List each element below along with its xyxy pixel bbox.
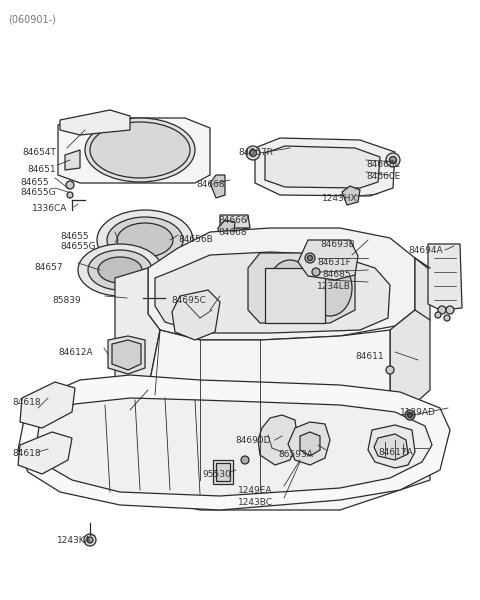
Text: 84685: 84685	[322, 270, 350, 279]
Text: 84655: 84655	[20, 178, 48, 187]
Circle shape	[66, 181, 74, 189]
Text: 84657: 84657	[34, 263, 62, 272]
Text: 1243KA: 1243KA	[57, 536, 92, 545]
Bar	[265, 268, 325, 323]
Polygon shape	[300, 432, 320, 456]
Polygon shape	[60, 330, 430, 510]
Text: 1129AD: 1129AD	[400, 408, 436, 417]
Circle shape	[127, 290, 143, 306]
Polygon shape	[220, 215, 250, 228]
Polygon shape	[265, 146, 380, 188]
Ellipse shape	[97, 210, 193, 270]
Circle shape	[405, 410, 415, 420]
Text: 84656B: 84656B	[178, 235, 213, 244]
Text: 1249EA: 1249EA	[238, 486, 273, 495]
Ellipse shape	[268, 260, 312, 316]
Text: 84612A: 84612A	[58, 348, 93, 357]
Circle shape	[67, 192, 73, 198]
Ellipse shape	[308, 260, 352, 316]
Text: 84666: 84666	[218, 216, 247, 225]
Circle shape	[131, 294, 139, 302]
Circle shape	[438, 306, 446, 314]
Circle shape	[84, 534, 96, 546]
Polygon shape	[112, 340, 141, 370]
Polygon shape	[18, 432, 72, 474]
Text: 84617A: 84617A	[378, 448, 413, 457]
Polygon shape	[210, 175, 225, 198]
Text: 84655G: 84655G	[60, 242, 96, 251]
Text: 84654T: 84654T	[22, 148, 56, 157]
Circle shape	[446, 306, 454, 314]
Polygon shape	[288, 422, 330, 465]
Text: 84660E: 84660E	[366, 172, 400, 181]
Text: 84667R: 84667R	[238, 148, 273, 157]
Polygon shape	[115, 268, 160, 410]
Ellipse shape	[88, 250, 152, 290]
Text: 84695C: 84695C	[171, 296, 206, 305]
Text: 84651: 84651	[27, 165, 56, 174]
Polygon shape	[255, 138, 395, 196]
Text: 84618: 84618	[12, 449, 41, 458]
Polygon shape	[148, 228, 415, 340]
Circle shape	[435, 312, 441, 318]
Circle shape	[305, 253, 315, 263]
Polygon shape	[218, 220, 235, 242]
Ellipse shape	[85, 118, 195, 182]
Text: 84668: 84668	[196, 180, 225, 189]
Circle shape	[312, 268, 320, 276]
Text: 84666L: 84666L	[366, 160, 400, 169]
Text: 84611: 84611	[355, 352, 384, 361]
Circle shape	[386, 153, 400, 167]
Circle shape	[386, 366, 394, 374]
Text: 84694A: 84694A	[408, 246, 443, 255]
Bar	[213, 460, 233, 484]
Text: 84655G: 84655G	[20, 188, 56, 197]
Bar	[216, 463, 230, 481]
Polygon shape	[58, 118, 210, 183]
Text: (060901-): (060901-)	[8, 14, 56, 24]
Polygon shape	[60, 110, 130, 135]
Text: 86593A: 86593A	[278, 450, 313, 459]
Polygon shape	[20, 382, 75, 428]
Text: 1336CA: 1336CA	[32, 204, 67, 213]
Text: 84618: 84618	[12, 398, 41, 407]
Polygon shape	[374, 434, 408, 460]
Polygon shape	[155, 252, 390, 333]
Text: 84668: 84668	[218, 228, 247, 237]
Polygon shape	[248, 253, 355, 323]
Polygon shape	[368, 425, 415, 468]
Text: 84631F: 84631F	[317, 258, 351, 267]
Circle shape	[308, 256, 312, 260]
Ellipse shape	[78, 244, 162, 296]
Polygon shape	[258, 415, 298, 465]
Polygon shape	[65, 150, 80, 170]
Ellipse shape	[107, 217, 183, 263]
Text: 95530: 95530	[202, 470, 231, 479]
Ellipse shape	[98, 257, 142, 283]
Circle shape	[444, 315, 450, 321]
Circle shape	[389, 157, 396, 163]
Text: 1243BC: 1243BC	[238, 498, 273, 507]
Text: 1243HX: 1243HX	[322, 194, 358, 203]
Ellipse shape	[117, 223, 173, 257]
Polygon shape	[18, 375, 450, 510]
Text: 84690D: 84690D	[235, 436, 271, 445]
Text: 1234LB: 1234LB	[317, 282, 351, 291]
Circle shape	[250, 149, 256, 157]
Polygon shape	[108, 336, 145, 374]
Text: 85839: 85839	[52, 296, 81, 305]
Polygon shape	[36, 398, 432, 496]
Circle shape	[408, 413, 412, 418]
Ellipse shape	[90, 122, 190, 178]
Text: 84693B: 84693B	[320, 240, 355, 249]
Polygon shape	[172, 290, 220, 340]
Circle shape	[87, 537, 93, 543]
Polygon shape	[298, 240, 358, 280]
Circle shape	[246, 146, 260, 160]
Polygon shape	[342, 186, 360, 205]
Text: 84655: 84655	[60, 232, 89, 241]
Polygon shape	[390, 258, 430, 410]
Polygon shape	[428, 244, 462, 310]
Circle shape	[241, 456, 249, 464]
